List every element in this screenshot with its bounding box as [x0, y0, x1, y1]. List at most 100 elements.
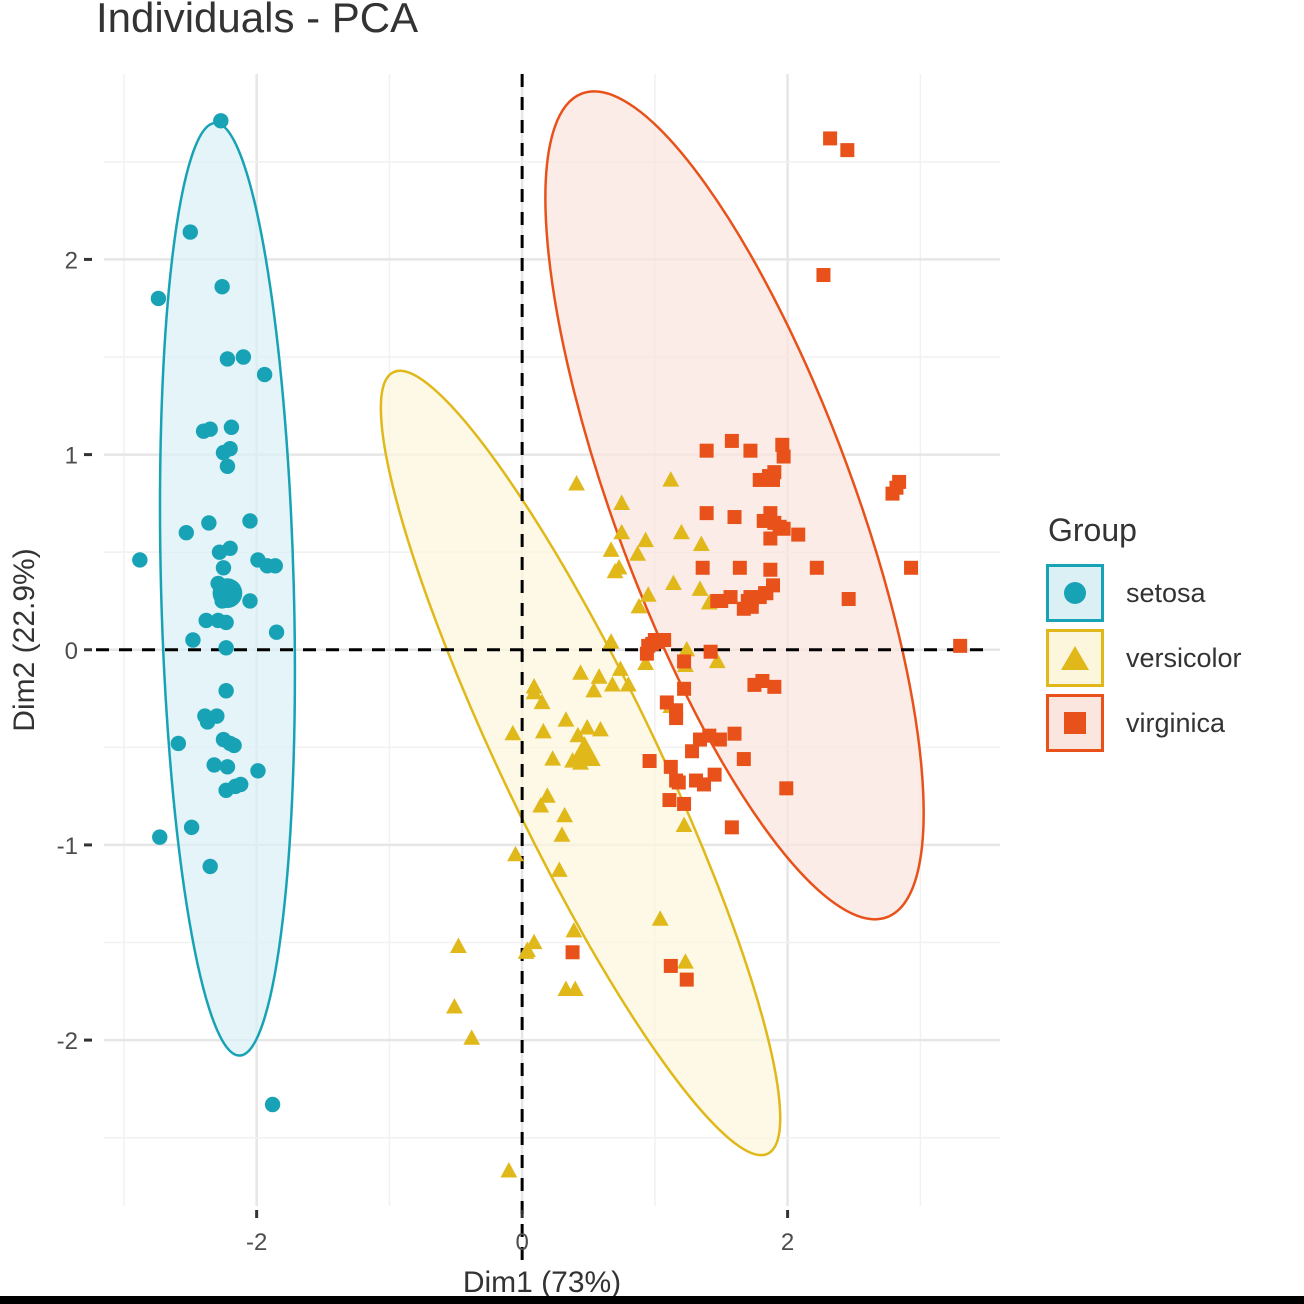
versicolor-point: [602, 633, 620, 649]
setosa-point: [242, 593, 258, 609]
versicolor-point: [692, 535, 710, 551]
setosa-point: [132, 552, 148, 568]
versicolor-point: [538, 787, 556, 803]
virginica-point: [699, 443, 714, 458]
versicolor-point: [592, 720, 609, 737]
legend-title: Group: [1048, 512, 1137, 548]
axis-titles: Dim1 (73%) Dim2 (22.9%): [8, 548, 621, 1299]
versicolor-centroid: [568, 736, 601, 766]
virginica-point: [775, 437, 790, 452]
virginica-point: [763, 531, 778, 546]
virginica-point: [679, 972, 694, 987]
setosa-point: [214, 279, 230, 295]
virginica-point: [776, 449, 791, 464]
versicolor-point: [602, 541, 620, 557]
legend-label-versicolor: versicolor: [1126, 642, 1242, 673]
setosa-point: [250, 763, 266, 779]
virginica-point: [727, 510, 742, 525]
virginica-point: [642, 754, 657, 769]
virginica-point: [657, 633, 672, 647]
setosa-point: [152, 829, 168, 845]
versicolor-point: [630, 598, 648, 614]
setosa-centroid: [212, 578, 243, 609]
versicolor-point: [500, 1162, 518, 1178]
legend-key-virginica: [1046, 694, 1104, 752]
versicolor-point: [507, 845, 524, 862]
ellipse-virginica: [544, 90, 925, 921]
versicolor-point: [665, 574, 682, 591]
x-axis-title: Dim1 (73%): [463, 1266, 621, 1299]
virginica-point: [703, 644, 718, 659]
virginica-point: [823, 131, 838, 146]
versicolor-point: [611, 660, 629, 676]
versicolor-point: [525, 683, 543, 700]
virginica-point: [776, 521, 791, 536]
versicolor-point: [446, 998, 463, 1014]
x-tick-label: 0: [515, 1229, 528, 1256]
setosa-point: [215, 444, 232, 461]
setosa-point: [223, 419, 240, 435]
virginica-point: [677, 654, 692, 669]
virginica-point: [669, 711, 684, 726]
versicolor-point: [677, 953, 694, 969]
virginica-point: [677, 681, 692, 696]
confidence-ellipses: [158, 90, 925, 1157]
group-centroids: [212, 578, 601, 766]
setosa-point: [268, 624, 285, 640]
versicolor-point: [566, 980, 584, 996]
setosa-point: [201, 515, 217, 531]
setosa-point: [170, 735, 187, 752]
versicolor-point: [678, 640, 696, 657]
setosa-point: [215, 560, 232, 576]
setosa-point: [264, 1096, 281, 1113]
setosa-point: [222, 540, 238, 556]
setosa-point: [219, 759, 236, 775]
versicolor-point: [544, 750, 562, 766]
legend-item-virginica: virginica: [1046, 694, 1242, 752]
versicolor-point: [553, 826, 571, 842]
setosa-point: [267, 558, 283, 574]
virginica-point: [662, 793, 677, 808]
versicolor-point: [533, 693, 551, 710]
versicolor-point: [691, 580, 709, 596]
setosa-point: [183, 819, 200, 836]
versicolor-point: [619, 676, 637, 692]
legend-item-setosa: setosa: [1046, 564, 1242, 622]
legend-key-setosa: [1046, 564, 1104, 622]
virginica-point: [809, 560, 824, 575]
setosa-point: [198, 612, 214, 629]
setosa-point: [226, 737, 242, 754]
versicolor-point: [603, 676, 621, 692]
versicolor-point: [673, 523, 690, 540]
virginica-point: [747, 677, 762, 692]
legend-item-versicolor: versicolor: [1046, 629, 1242, 687]
versicolor-point: [557, 711, 575, 727]
virginica-point: [779, 781, 794, 796]
y-axis-title: Dim2 (22.9%): [8, 548, 41, 731]
virginica-point: [885, 486, 900, 501]
versicolor-point: [565, 921, 583, 938]
setosa-point: [242, 513, 258, 529]
virginica-point: [904, 560, 919, 575]
versicolor-point: [708, 652, 726, 669]
triangle-icon: [1061, 646, 1089, 670]
virginica-point: [639, 646, 654, 661]
x-tick-label: 2: [781, 1229, 794, 1256]
virginica-point: [724, 433, 739, 448]
y-tick-label: 2: [65, 247, 78, 274]
versicolor-point: [578, 719, 596, 735]
virginica-point: [565, 945, 580, 960]
virginica-point: [816, 268, 831, 283]
virginica-point: [671, 775, 686, 790]
versicolor-point: [629, 545, 647, 561]
virginica-point: [763, 562, 778, 577]
setosa-point: [218, 683, 234, 699]
setosa-point: [235, 349, 252, 365]
versicolor-point: [637, 654, 654, 671]
versicolor-point: [606, 562, 624, 579]
virginica-point: [677, 796, 692, 811]
versicolor-point: [556, 806, 574, 823]
virginica-point: [758, 586, 773, 601]
versicolor-point: [639, 586, 657, 602]
